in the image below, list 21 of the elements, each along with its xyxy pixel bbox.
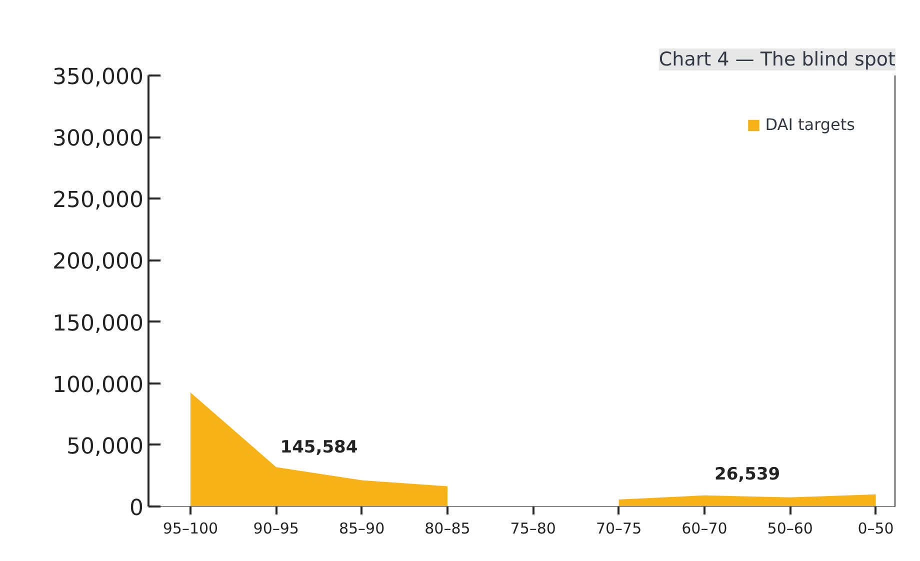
x-tick-label: 60–70	[682, 520, 728, 538]
x-tick-label: 70–75	[596, 520, 642, 538]
y-tick-label: 50,000	[66, 434, 144, 460]
x-tick-label: 0–50	[858, 520, 894, 538]
x-tick-label: 75–80	[510, 520, 556, 538]
x-tick-label: 85–90	[338, 520, 385, 538]
x-tick-label: 50–60	[767, 520, 813, 538]
y-tick-label: 150,000	[52, 311, 144, 336]
x-tick-label: 90–95	[253, 520, 299, 538]
annotation: 145,584	[280, 437, 358, 458]
y-tick-label: 200,000	[52, 250, 144, 275]
x-tick-label: 95–100	[162, 520, 218, 538]
x-tick-label: 80–85	[424, 520, 470, 538]
y-tick-label: 250,000	[52, 188, 144, 214]
y-tick-label: 100,000	[52, 372, 144, 398]
y-tick-label: 300,000	[52, 126, 144, 152]
y-tick-label: 350,000	[52, 65, 144, 90]
y-tick-label: 0	[130, 496, 144, 521]
legend-label: DAI targets	[765, 115, 855, 134]
chart-title: Chart 4 — The blind spot	[658, 48, 896, 70]
annotation: 26,539	[714, 464, 780, 485]
